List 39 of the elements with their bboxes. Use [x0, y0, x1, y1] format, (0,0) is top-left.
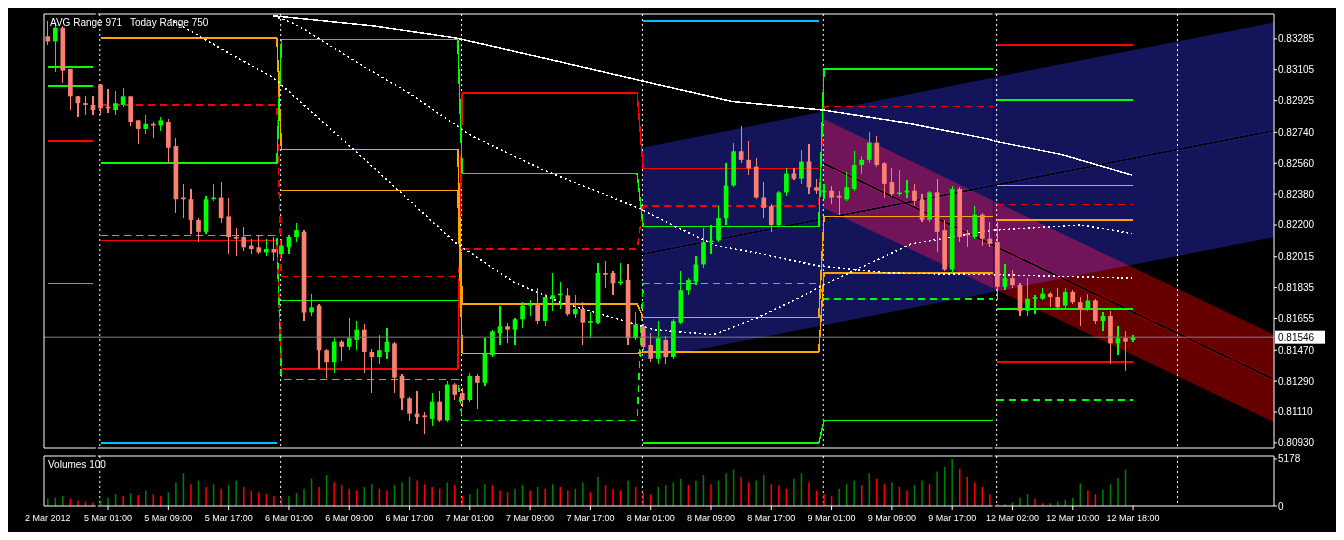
x-tick-label: 7 Mar 01:00 — [445, 513, 494, 523]
x-tick-label: 9 Mar 17:00 — [928, 513, 977, 523]
x-tick-label: 5 Mar 09:00 — [144, 513, 193, 523]
x-tick-label: 5 Mar 01:00 — [84, 513, 133, 523]
x-tick-label: 7 Mar 09:00 — [506, 513, 555, 523]
y-tick-label: 0.81835 — [1278, 282, 1315, 294]
chart-title: Volumes 100 — [48, 459, 107, 470]
x-tick-label: 6 Mar 09:00 — [325, 513, 374, 523]
x-tick-label: 12 Mar 10:00 — [1046, 513, 1100, 523]
x-tick-label: 9 Mar 01:00 — [807, 513, 856, 523]
x-tick-label: 8 Mar 01:00 — [626, 513, 675, 523]
y-tick-label: 0.82380 — [1278, 188, 1315, 200]
y-tick-label: 0.81290 — [1278, 375, 1315, 387]
x-tick-label: 12 Mar 18:00 — [1106, 513, 1160, 523]
y-tick-label: 0.83285 — [1278, 33, 1315, 45]
y-tick-label: 0.82740 — [1278, 126, 1315, 138]
x-tick-label: 8 Mar 09:00 — [686, 513, 736, 523]
annotation: AVG Range 971 — [50, 17, 123, 28]
y-tick-label: 0.81110 — [1278, 406, 1314, 418]
x-tick-label: 5 Mar 17:00 — [204, 513, 253, 523]
y-tick-label: 0 — [1278, 500, 1284, 512]
y-tick-label: 0.82560 — [1278, 157, 1315, 169]
x-tick-label: 6 Mar 17:00 — [385, 513, 434, 523]
x-tick-label: 9 Mar 09:00 — [867, 513, 916, 523]
y-tick-label: 0.82200 — [1278, 219, 1315, 231]
x-tick-label: 8 Mar 17:00 — [747, 513, 796, 523]
y-tick-label: 0.83105 — [1278, 64, 1315, 76]
y-tick-label: 0.82925 — [1278, 95, 1315, 107]
annotation: Today Range 750 — [130, 17, 209, 28]
y-tick-label: 0.82015 — [1278, 251, 1315, 263]
x-tick-label: 6 Mar 01:00 — [264, 513, 313, 523]
y-tick-label: 0.81470 — [1278, 344, 1315, 356]
y-tick-label: 0.80930 — [1278, 437, 1315, 449]
y-tick-label: 0.81655 — [1278, 312, 1315, 324]
y-tick-label: 5178 — [1278, 453, 1301, 465]
x-tick-label: 12 Mar 02:00 — [985, 513, 1039, 523]
ref-line-label: 0.81546 — [1278, 331, 1315, 343]
x-tick-label: 7 Mar 17:00 — [566, 513, 615, 523]
text: 2 Mar 2012 — [25, 513, 71, 523]
